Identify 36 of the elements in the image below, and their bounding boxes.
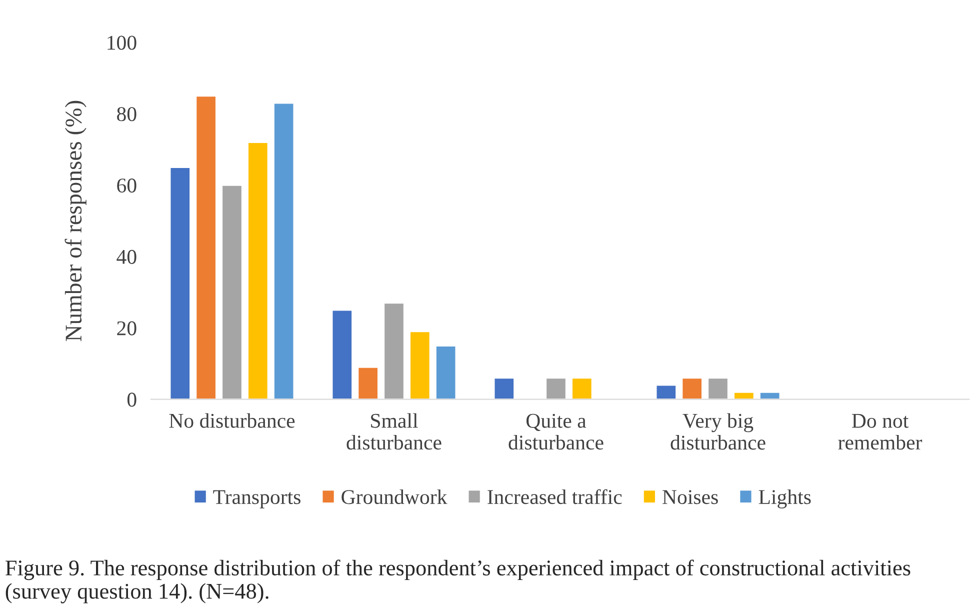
y-tick-label: 100: [108, 36, 136, 50]
bar: [435, 345, 457, 400]
x-tick-label: Do not remember: [838, 414, 922, 450]
bar: [409, 330, 431, 400]
bar: [571, 377, 593, 400]
legend-label: Increased traffic: [488, 489, 622, 504]
y-axis-title: Number of responses (%): [64, 100, 86, 342]
bar: [707, 377, 729, 400]
bar: [169, 166, 191, 400]
bar: [195, 95, 217, 400]
bar: [759, 391, 781, 400]
bar: [493, 377, 515, 400]
bar: [733, 391, 755, 400]
legend-label: Transports: [213, 490, 300, 508]
bar: [357, 366, 379, 400]
y-tick-label: 60: [117, 178, 136, 193]
bar: [655, 384, 677, 400]
x-tick-label: No disturbance: [169, 413, 295, 428]
bar: [681, 377, 703, 400]
bar: [247, 142, 269, 400]
bar: [331, 309, 353, 400]
legend-label: Groundwork: [342, 489, 448, 504]
bar: [221, 184, 243, 400]
legend-label: Lights: [758, 489, 811, 508]
bar: [545, 377, 567, 400]
x-tick-label: Quite a disturbance: [508, 414, 604, 450]
bar: [273, 102, 295, 400]
caption: Figure 9. The response distribution of the respondent’s experienced impact of constructional activities (survey question 14). (N=48).: [6, 560, 910, 604]
x-tick-label: Very big disturbance: [670, 413, 766, 450]
y-tick-label: 0: [127, 392, 136, 407]
bar: [383, 302, 405, 400]
y-tick-label: 80: [117, 107, 136, 122]
y-tick-label: 20: [117, 321, 136, 336]
legend-label: Noises: [662, 490, 718, 504]
y-tick-label: 40: [116, 250, 136, 264]
x-tick-label: Small disturbance: [346, 413, 442, 450]
